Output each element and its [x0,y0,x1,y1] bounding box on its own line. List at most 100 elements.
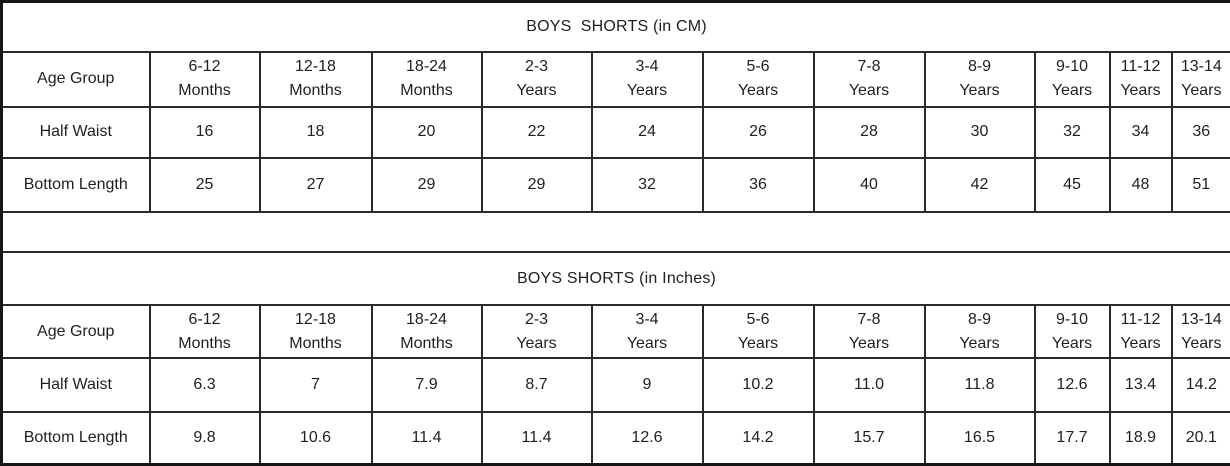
age-range: 18-24 [406,310,447,328]
value-cell: 17.7 [1033,411,1111,466]
age-range: 9-10 [1055,58,1089,76]
column-header: 3-4 Years [590,304,704,360]
title-row-cm: BOYS SHORTS (in CM) [0,0,1230,53]
age-range: 2-3 [524,310,549,328]
age-range: 12-18 [295,58,336,76]
title-row-inches: BOYS SHORTS (in Inches) [0,250,1230,307]
spacer-cell [1,210,1230,254]
value-cell: 40 [812,156,926,213]
age-range: 6-12 [188,58,221,76]
column-header: 7-8 Years [812,50,926,108]
age-range: 13-14 [1180,58,1222,76]
table-title-inches: BOYS SHORTS (in Inches) [0,250,1230,307]
value-cell: 11.8 [923,357,1036,414]
value-cell: 8.7 [480,357,593,414]
age-unit: Years [1120,334,1161,352]
half-waist-row-inches: Half Waist 6.3 7 7.9 8.7 9 10.2 11.0 11.… [0,357,1230,414]
value-cell: 36 [701,156,815,213]
age-range: 5-6 [746,310,770,328]
age-range: 3-4 [635,310,659,328]
age-range: 12-18 [295,310,336,328]
half-waist-row-cm: Half Waist 16 18 20 22 24 26 28 30 32 34… [0,105,1230,159]
value-cell: 22 [480,105,593,159]
age-unit: Years [626,82,668,100]
age-range: 5-6 [746,58,770,76]
value-cell: 14.2 [1170,357,1230,414]
value-cell: 7 [258,357,373,414]
value-cell: 11.4 [370,411,483,466]
value-cell: 16.5 [923,411,1036,466]
column-header: 8-9 Years [923,304,1036,360]
value-cell: 11.0 [812,357,926,414]
age-unit: Years [848,334,890,352]
value-cell: 9 [590,357,704,414]
value-cell: 30 [923,105,1036,159]
value-cell: 34 [1108,105,1173,159]
age-unit: Months [400,334,453,352]
age-unit: Years [1120,82,1161,100]
age-group-header-cm: Age Group [0,50,151,108]
age-unit: Months [178,334,231,352]
column-header: 18-24 Months [370,50,483,108]
column-header: 12-18 Months [258,50,373,108]
value-cell: 51 [1170,156,1230,213]
column-header: 13-14 Years [1170,50,1230,108]
value-cell: 26 [701,105,815,159]
column-header: 3-4 Years [590,50,704,108]
value-cell: 13.4 [1108,357,1173,414]
value-cell: 16 [148,105,261,159]
age-unit: Years [1051,334,1093,352]
metric-label: Bottom Length [0,156,151,213]
value-cell: 32 [590,156,704,213]
column-header: 5-6 Years [701,50,815,108]
age-unit: Years [737,334,779,352]
age-unit: Years [848,82,890,100]
value-cell: 12.6 [590,411,704,466]
column-header: 11-12 Years [1108,304,1173,360]
column-header: 6-12 Months [148,304,261,360]
value-cell: 29 [370,156,483,213]
column-header: 6-12 Months [148,50,261,108]
age-range: 6-12 [188,310,221,328]
age-range: 11-12 [1120,310,1161,328]
age-unit: Months [289,334,342,352]
column-header: 11-12 Years [1108,50,1173,108]
age-unit: Years [959,82,1000,100]
age-unit: Years [516,334,557,352]
value-cell: 45 [1033,156,1111,213]
value-cell: 18.9 [1108,411,1173,466]
value-cell: 7.9 [370,357,483,414]
value-cell: 20 [370,105,483,159]
value-cell: 29 [480,156,593,213]
column-header: 9-10 Years [1033,304,1111,360]
column-header: 5-6 Years [701,304,815,360]
age-group-header-inches: Age Group [0,304,151,360]
age-unit: Years [516,82,557,100]
column-header: 2-3 Years [480,304,593,360]
age-unit: Months [178,82,231,100]
column-header: 13-14 Years [1170,304,1230,360]
column-header: 9-10 Years [1033,50,1111,108]
age-unit: Months [289,82,342,100]
value-cell: 15.7 [812,411,926,466]
value-cell: 42 [923,156,1036,213]
age-range: 9-10 [1055,310,1089,328]
value-cell: 36 [1170,105,1230,159]
value-cell: 24 [590,105,704,159]
value-cell: 12.6 [1033,357,1111,414]
bottom-length-row-cm: Bottom Length 25 27 29 29 32 36 40 42 45… [0,156,1230,213]
age-unit: Years [1181,334,1222,352]
value-cell: 25 [148,156,261,213]
header-row-cm: Age Group 6-12 Months 12-18 Months 18-24 Mo… [0,50,1230,108]
value-cell: 6.3 [148,357,261,414]
age-unit: Years [1051,82,1093,100]
age-unit: Years [737,82,779,100]
age-unit: Months [400,82,453,100]
table-title-cm: BOYS SHORTS (in CM) [0,0,1230,53]
value-cell: 48 [1108,156,1173,213]
column-header: 8-9 Years [923,50,1036,108]
metric-label: Half Waist [0,357,151,414]
metric-label: Half Waist [0,105,151,159]
column-header: 12-18 Months [258,304,373,360]
